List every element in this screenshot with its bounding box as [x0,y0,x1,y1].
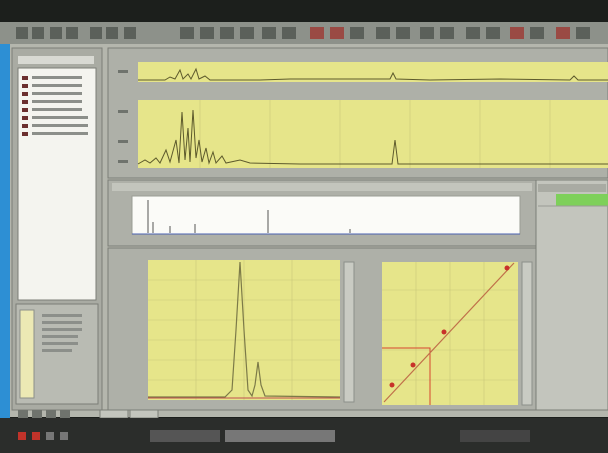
chromatogram-plot [138,100,608,168]
color-strip [20,310,34,398]
calibration-scrollbar[interactable] [522,262,532,405]
spectrum-header [112,183,532,191]
tab[interactable] [130,410,158,418]
tab[interactable] [100,410,128,418]
screen [0,0,608,453]
results-header [538,184,606,192]
page [0,0,608,453]
desktop-edge [0,30,10,420]
results-highlight-row[interactable] [556,194,608,206]
dropdown[interactable] [18,56,94,64]
plot-scrollbar[interactable] [344,262,354,402]
results-panel [536,180,608,410]
spectrum-plot [132,196,520,234]
